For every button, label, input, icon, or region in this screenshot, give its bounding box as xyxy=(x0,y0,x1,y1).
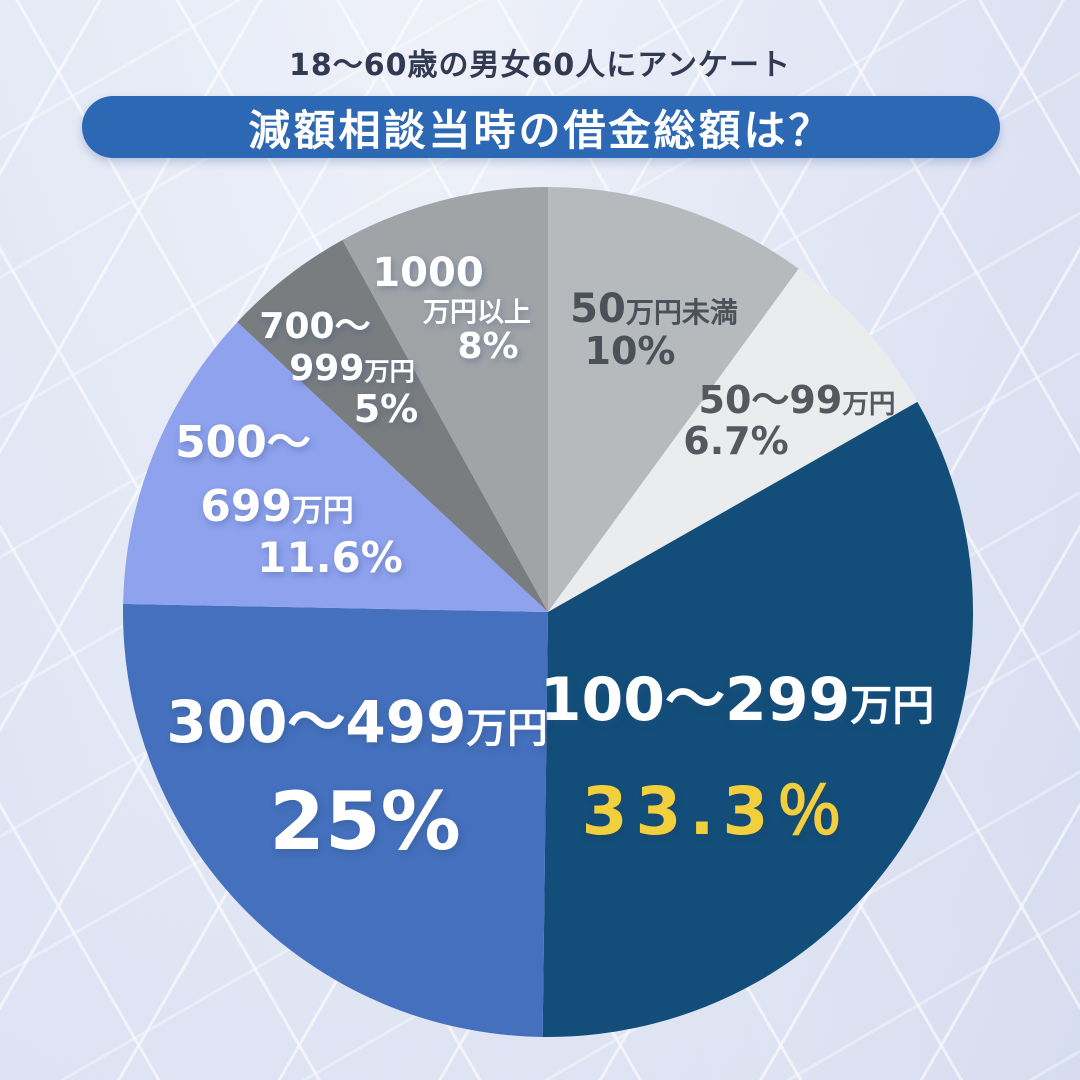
label-unit: 万円 xyxy=(466,704,548,752)
label-700-999-line1: 700〜 xyxy=(259,306,371,347)
pct-1000-over: 8% xyxy=(457,326,519,367)
label-number: 300〜499 xyxy=(166,688,467,756)
label-number: 100〜299 xyxy=(539,665,851,735)
label-unit: 万円 xyxy=(292,493,354,529)
pct-700-999: 5% xyxy=(353,387,419,431)
label-1000-over-line2: 万円以上 xyxy=(423,297,531,329)
pct-100-299: 33.3％ xyxy=(581,773,851,850)
pie-slice-1 xyxy=(548,268,918,612)
label-unit: 万円 xyxy=(842,389,896,420)
pie-slice-5 xyxy=(237,239,548,612)
label-500-699-line2: 699万円 xyxy=(200,485,353,529)
label-unit: 万円 xyxy=(850,681,935,730)
title-banner: 減額相談当時の借金総額は？ xyxy=(82,96,1000,158)
survey-subtitle: 18〜60歳の男女60人にアンケート xyxy=(288,48,792,83)
label-50-99: 50〜99万円 xyxy=(699,381,896,419)
pie-slice-0 xyxy=(548,187,799,612)
label-700-999-line2: 999万円 xyxy=(289,351,415,387)
label-number: 50 xyxy=(570,286,626,332)
label-number: 999 xyxy=(289,348,365,389)
label-1000-over-line1: 1000 xyxy=(372,250,484,296)
page-title: 減額相談当時の借金総額は？ xyxy=(248,105,834,155)
pct-500-699: 11.6% xyxy=(257,533,403,582)
label-number: 699 xyxy=(200,481,293,532)
label-100-299: 100〜299万円 xyxy=(540,670,935,730)
label-under-50: 50万円未満 xyxy=(570,289,738,329)
pct-300-499: 25% xyxy=(269,775,461,868)
label-unit: 万円 xyxy=(364,357,415,386)
pie-slice-4 xyxy=(123,322,548,612)
label-500-699-line1: 500〜 xyxy=(175,417,311,468)
pct-50-99: 6.7% xyxy=(683,419,789,463)
label-unit: 万円未満 xyxy=(625,296,738,329)
pct-under-50: 10% xyxy=(584,329,676,373)
pie-slice-6 xyxy=(342,187,548,612)
label-300-499: 300〜499万円 xyxy=(166,693,547,751)
pie-slice-3 xyxy=(123,603,548,1037)
label-number: 50〜99 xyxy=(698,378,843,422)
pie-slice-2 xyxy=(542,401,973,1038)
